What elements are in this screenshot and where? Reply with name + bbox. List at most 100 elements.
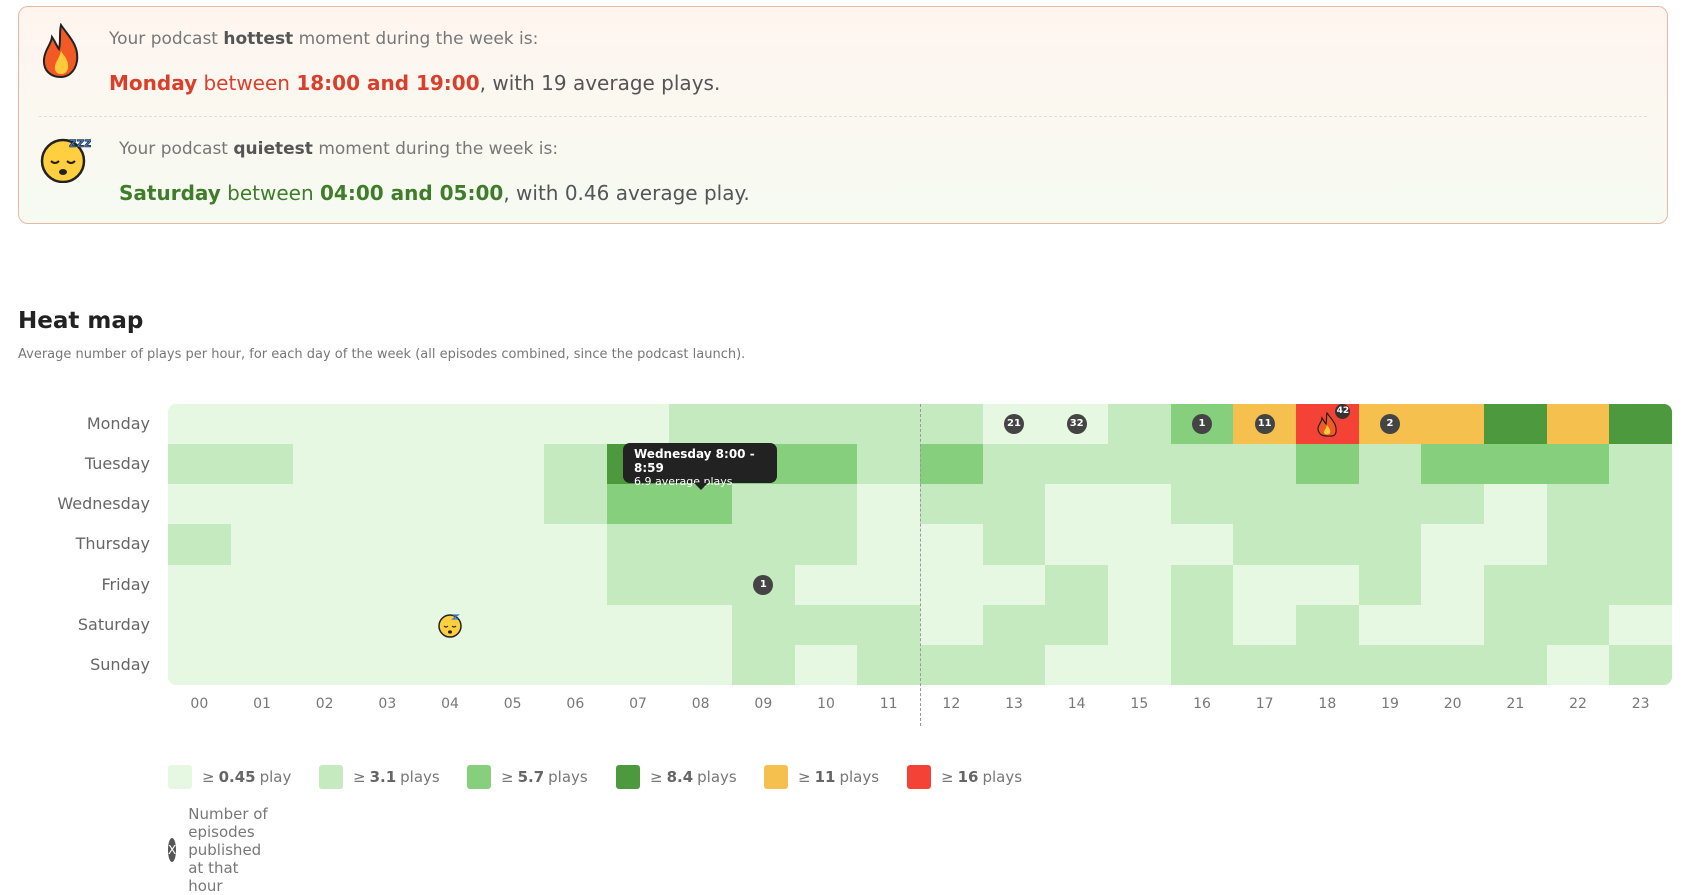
heat-cell: [920, 564, 984, 606]
heat-cell: [1609, 564, 1672, 606]
heat-cell: [1358, 604, 1422, 646]
heat-cell: [669, 564, 733, 606]
episode-badge: 1: [1192, 414, 1212, 435]
day-label: Friday: [101, 574, 151, 594]
heat-cell: [1609, 644, 1672, 686]
legend-symbol: ≥: [650, 768, 663, 786]
hour-label: 11: [879, 696, 898, 712]
sleepy-icon: [438, 614, 462, 638]
heat-cell: [1170, 644, 1234, 686]
heat-cell: [794, 564, 858, 606]
heat-cell: [732, 484, 796, 525]
hour-label: 07: [629, 696, 647, 712]
fire-marker: [1314, 411, 1340, 437]
text: , with 0.46 average play.: [503, 181, 750, 205]
hour-label: 20: [1443, 696, 1462, 712]
heat-cell: [606, 604, 670, 646]
heat-cell: [544, 564, 608, 606]
heat-cell: [794, 604, 858, 646]
hour-label: 04: [441, 696, 459, 712]
hour-label: 15: [1130, 696, 1149, 712]
hour-label: 21: [1506, 696, 1525, 712]
heat-cell: [920, 644, 984, 686]
heat-cell: [230, 404, 294, 445]
heat-cell: [1233, 524, 1297, 566]
heat-cell: [669, 604, 733, 646]
legend-swatch: [616, 765, 640, 789]
day-label: Thursday: [75, 534, 150, 554]
legend-swatch: [764, 765, 788, 789]
episode-badge: 1: [753, 574, 774, 595]
episode-badge: 11: [1254, 414, 1275, 435]
heat-cell: [481, 524, 545, 566]
heat-cell: [732, 604, 796, 646]
heat-cell: [481, 484, 545, 525]
sleepy-icon: zzz: [40, 136, 91, 183]
hour-label: 05: [503, 696, 522, 712]
day-label: Sunday: [90, 654, 150, 674]
heat-cell: [1170, 484, 1234, 525]
heat-cell: [606, 404, 670, 445]
heatmap-title: Heat map: [18, 308, 144, 334]
heat-cell: [418, 644, 482, 686]
summary-card: Your podcast hottest moment during the w…: [18, 6, 1668, 224]
heat-cell: [1484, 444, 1548, 485]
heat-cell: [794, 524, 858, 566]
heat-cell: [1421, 644, 1485, 686]
heat-cell: [168, 604, 232, 646]
heat-cell: [1108, 484, 1172, 525]
heat-cell: [982, 524, 1046, 566]
heat-cell: [293, 564, 357, 606]
legend-value: 8.4: [666, 768, 694, 786]
heat-cell: [1484, 604, 1548, 646]
heat-cell: [1421, 404, 1485, 445]
legend-unit: plays: [839, 768, 880, 786]
heat-cell: [732, 404, 796, 445]
text: Your podcast: [109, 29, 218, 49]
heat-cell: [982, 484, 1046, 525]
heat-cell: [356, 604, 420, 646]
tooltip-title: Wednesday 8:00 - 8:59: [634, 447, 755, 475]
time: 18:00 and 19:00: [296, 71, 480, 95]
heat-cell: [418, 444, 482, 485]
heat-cell: [1233, 644, 1297, 686]
heat-cell: [1358, 644, 1422, 686]
tooltip: Wednesday 8:00 - 8:59 6.9 average plays: [623, 443, 777, 488]
text: between: [227, 181, 314, 205]
day: Saturday: [119, 181, 221, 205]
tooltip-arrow: [694, 483, 708, 490]
grid-frame: [168, 404, 1672, 686]
heat-cell: [1296, 604, 1360, 646]
heat-cell: [920, 404, 984, 445]
heat-cell: [857, 604, 921, 646]
heat-cell: [356, 644, 420, 686]
heatmap-subtitle: Average number of plays per hour, for ea…: [18, 347, 746, 362]
legend-item: ≥3.1 plays: [319, 765, 440, 789]
text: Your podcast: [119, 139, 228, 159]
heat-cell: [544, 644, 608, 686]
heat-cell: [1546, 564, 1610, 606]
legend-symbol: ≥: [941, 768, 954, 786]
heat-cell: [230, 644, 294, 686]
note-text: Number of episodes published at that hou…: [188, 805, 268, 895]
heat-cell: [1045, 524, 1109, 566]
heat-cell: [356, 484, 420, 525]
heat-cell: [1609, 604, 1672, 646]
legend-unit: plays: [697, 768, 737, 786]
legend-item: ≥11 plays: [764, 765, 879, 789]
legend-value: 16: [957, 768, 979, 786]
heat-cell: [481, 404, 545, 445]
heat-cell: [230, 604, 294, 646]
heat-cell: [794, 484, 858, 525]
fire-icon: [1317, 411, 1338, 437]
heat-cell: [1484, 644, 1548, 686]
heat-cell: [669, 404, 733, 445]
heat-cell: [544, 404, 608, 445]
heat-cell: [1546, 644, 1610, 686]
heat-cell: [1233, 564, 1297, 606]
heat-cell: [732, 644, 796, 686]
heat-cell: [1609, 444, 1672, 485]
heat-cell: [669, 524, 733, 566]
heat-cell: [1045, 564, 1109, 606]
heat-cell: [293, 524, 357, 566]
